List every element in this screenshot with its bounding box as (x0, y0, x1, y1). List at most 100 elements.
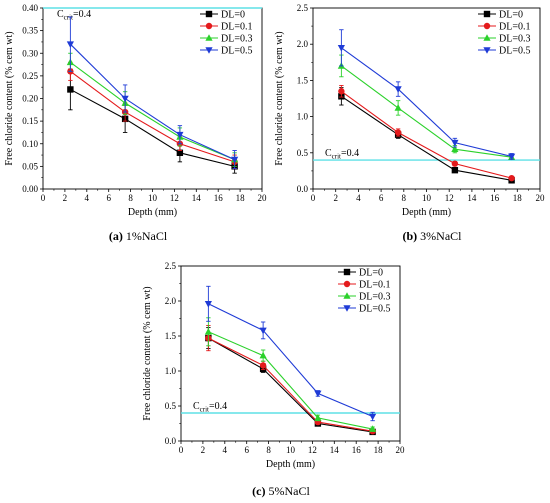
chart-2-x-tick-label: 2 (333, 193, 338, 203)
chart-3-threshold-sub: crit (200, 406, 209, 414)
chart-3-legend-marker (343, 268, 351, 276)
chart-2-series-1-point (451, 166, 459, 174)
chart-2-y-tick-label: 2.0 (297, 39, 309, 49)
chart-3-legend: DL=0DL=0.1DL=0.3DL=0.5 (338, 268, 390, 315)
chart-3-x-tick-label: 8 (266, 445, 271, 455)
chart-2-series-3-line (341, 65, 512, 158)
chart-2-threshold-label: Ccrit=0.4 (325, 148, 359, 161)
chart-1-x-tick-label: 6 (106, 193, 111, 203)
chart-3-legend-label: DL=0.1 (359, 280, 390, 291)
chart-3-series-3-point (204, 328, 212, 335)
chart-2-legend-marker (483, 47, 491, 54)
chart-3-x-axis-label: Depth (mm) (266, 459, 315, 470)
chart-2-x-tick-label: 14 (467, 193, 477, 203)
chart-1-threshold-label: Ccrit=0.4 (57, 9, 91, 22)
chart-2-series-2-point (508, 174, 515, 182)
chart-1-series-1-line (70, 88, 235, 167)
chart-1-x-tick-label: 0 (41, 193, 46, 203)
chart-3-legend-label: DL=0.3 (359, 292, 390, 303)
chart-1-y-tick-label: 0.40 (22, 3, 38, 13)
chart-2: 0 2 4 6 8 10 12 14 16 18 20 0.0 0.5 1.0 1.5 2.0 2.5 Depth… (274, 3, 545, 243)
chart-2-series-2-point (451, 160, 459, 167)
chart-1-x-tick-label: 8 (128, 193, 133, 203)
chart-3-series-1-line (208, 337, 373, 433)
chart-1-y-tick-label: 0.35 (22, 26, 38, 36)
chart-3-y-axis-label: Free chloride content (% cem wt) (142, 286, 153, 420)
chart-2-threshold-base: C (325, 148, 332, 159)
chart-2-series-4 (337, 29, 516, 161)
chart-2-y-axis-label: Free chloride content (% cem wt) (274, 31, 285, 165)
chart-1-x-tick-label: 10 (148, 193, 158, 203)
chart-1-x-tick-label: 14 (192, 193, 202, 203)
chart-1-x-tick-label: 16 (214, 193, 224, 203)
chart-3-x-tick-label: 16 (352, 445, 362, 455)
chart-2-y-tick-label: 0.5 (297, 148, 309, 158)
chart-2-legend-marker (483, 10, 491, 18)
chart-1-legend-marker (205, 47, 213, 54)
chart-2-threshold-sub: crit (332, 153, 341, 161)
chart-1-x-axis-label: Depth (mm) (128, 207, 177, 218)
chart-3-series-4-point (259, 327, 267, 335)
chart-1-legend-marker (205, 22, 213, 30)
chart-1-caption: (a) 1%NaCl (109, 229, 168, 243)
chart-3-caption: (c) 5%NaCl (252, 484, 310, 498)
chart-2-series-4-point (508, 153, 516, 161)
chart-3-series-2-line (208, 337, 373, 432)
chart-1-caption-letter: (a) (109, 229, 123, 243)
chart-1: 0 2 4 6 8 10 12 14 16 18 20 0.00 0.05 0.10 0.15 0.20 0.2… (4, 3, 267, 243)
chart-1-y-tick-label: 0.15 (22, 116, 38, 126)
chart-1-series-1 (67, 68, 238, 174)
chart-3-x-tick-label: 18 (374, 445, 384, 455)
chart-1-x-tick-label: 20 (258, 193, 268, 203)
chart-3-series-1 (205, 327, 376, 436)
chart-3-series-2-point (259, 362, 267, 369)
chart-1-y-tick-label: 0.00 (22, 184, 38, 194)
chart-2-legend-marker (483, 22, 491, 30)
chart-2-legend-label: DL=0 (499, 10, 523, 21)
chart-2-y-tick-label: 2.5 (297, 3, 309, 13)
chart-3-x-tick-label: 0 (179, 445, 184, 455)
chart-2-series-4-line (341, 47, 512, 157)
chart-3-series-3-point (259, 351, 267, 359)
chart-2-series-2-line (341, 90, 512, 179)
chart-1-x-tick-label: 18 (236, 193, 246, 203)
chart-3-series-3 (204, 317, 377, 432)
chart-3-y-tick-label: 2.5 (165, 261, 177, 271)
chart-2-series-2-point (338, 88, 345, 95)
chart-1-legend-label: DL=0.3 (221, 34, 252, 45)
chart-1-threshold-base: C (57, 9, 64, 20)
chart-2-x-axis-label: Depth (mm) (402, 207, 451, 218)
chart-3-threshold-suffix: =0.4 (209, 401, 227, 412)
chart-1-series-4-point (121, 95, 129, 103)
chart-2-legend-label: DL=0.5 (499, 46, 530, 57)
chart-2-x-tick-label: 18 (513, 193, 523, 203)
chart-2-series-4-point (451, 139, 459, 147)
chart-3-y-tick-label: 2.0 (165, 296, 177, 306)
chart-3-series-4-point (314, 390, 322, 398)
chart-3-legend-marker (343, 280, 351, 288)
chart-1-legend-label: DL=0.1 (221, 22, 252, 33)
chart-3-x-tick-label: 6 (244, 445, 249, 455)
chart-2-caption: (b) 3%NaCl (403, 229, 463, 243)
chart-1-series-2-line (70, 70, 235, 163)
chart-2-series-4-point (394, 86, 402, 93)
chart-3-y-tick-label: 1.5 (165, 331, 177, 341)
chart-1-series-4-point (231, 156, 239, 164)
chart-3-y-tick-label: 0.0 (165, 436, 177, 446)
chart-3-x-tick-label: 12 (308, 445, 317, 455)
chart-3-threshold-base: C (193, 401, 200, 412)
chart-1-x-tick-label: 12 (170, 193, 179, 203)
chart-2-series-3-point (394, 104, 402, 111)
chart-3-series-4-line (208, 303, 373, 418)
chart-1-series-4 (66, 16, 239, 170)
chart-1-threshold-suffix: =0.4 (73, 9, 91, 20)
chart-1-legend-marker (205, 34, 213, 41)
chart-3-x-tick-label: 2 (201, 445, 206, 455)
chart-1-x-tick-label: 2 (63, 193, 68, 203)
chart-3-x-tick-label: 4 (223, 445, 228, 455)
chart-1-series-4-line (69, 43, 235, 161)
chart-2-y-tick-label: 1.0 (297, 112, 309, 122)
chart-3: 0 2 4 6 8 10 12 14 16 18 20 0.0 0.5 1.0 1.5 2.0 2.5 Depth… (142, 261, 405, 498)
chart-2-legend: DL=0DL=0.1DL=0.3DL=0.5 (478, 10, 530, 57)
chart-2-x-tick-label: 12 (445, 193, 454, 203)
